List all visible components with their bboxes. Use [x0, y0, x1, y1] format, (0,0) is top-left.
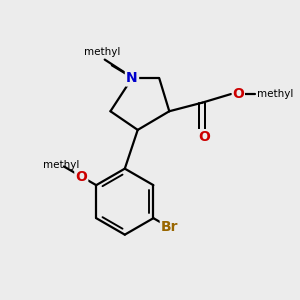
Text: Br: Br	[161, 220, 178, 235]
Text: N: N	[126, 71, 138, 85]
Text: O: O	[198, 130, 210, 144]
Text: methyl: methyl	[43, 160, 79, 170]
Text: O: O	[75, 169, 87, 184]
Text: methyl: methyl	[257, 89, 293, 99]
Text: methyl: methyl	[84, 47, 120, 57]
Text: O: O	[232, 87, 244, 101]
